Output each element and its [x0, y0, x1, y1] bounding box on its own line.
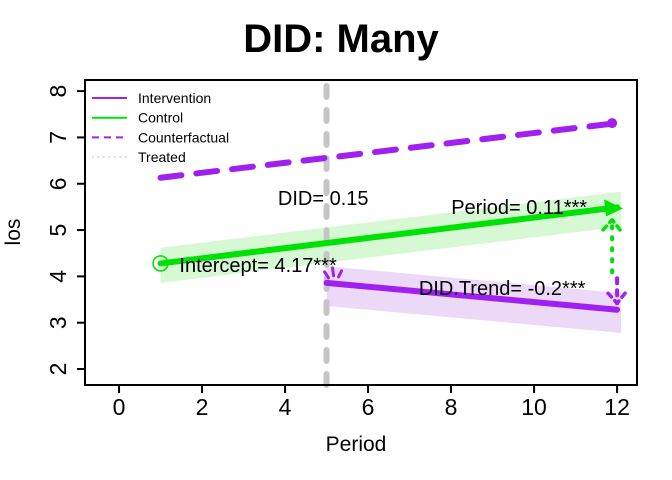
legend-label-treated: Treated [138, 149, 186, 165]
x-axis-label: Period [326, 433, 387, 456]
gap-arrow-head [601, 218, 614, 232]
gap-arrow-head [606, 291, 619, 305]
intercept-marker [152, 255, 169, 272]
annotation-intercept: Intercept= 4.17*** [179, 255, 337, 277]
y-tick-label: 6 [45, 177, 71, 190]
data-lines [152, 118, 624, 313]
y-tick-label: 3 [45, 316, 71, 329]
legend-label-counterfactual: Counterfactual [138, 129, 229, 145]
legend: Intervention Control Counterfactual Treated [92, 90, 229, 165]
intervention-start-burst [337, 269, 344, 279]
y-axis-label: los [2, 219, 25, 246]
x-tick-label: 6 [362, 394, 375, 420]
legend-label-control: Control [138, 110, 183, 126]
y-tick-label: 2 [45, 363, 71, 376]
gap-arrow-head [610, 218, 622, 232]
x-tick-label: 2 [196, 394, 209, 420]
annotation-did: DID= 0.15 [278, 188, 369, 210]
y-tick-label: 5 [45, 224, 71, 237]
intervention-line [323, 279, 621, 313]
plot-box [84, 79, 638, 386]
intervention-start-burst [331, 266, 336, 278]
y-tick-label: 7 [45, 131, 71, 144]
x-tick-label: 8 [445, 394, 458, 420]
axes: 0 2 4 6 8 10 12 2 3 4 5 6 7 8 [45, 79, 638, 420]
control-end-arrowhead [604, 199, 624, 217]
annotation-period: Period= 0.11*** [451, 197, 587, 219]
legend-label-intervention: Intervention [138, 90, 211, 106]
gap-arrows [601, 217, 627, 306]
x-tick-label: 4 [279, 394, 292, 420]
x-tick-label: 12 [604, 394, 630, 420]
intervention-start-burst [323, 270, 331, 280]
x-tick-label: 0 [113, 394, 126, 420]
counterfactual-end-dot [607, 118, 618, 129]
y-tick-label: 4 [45, 270, 71, 283]
annotation-did-trend: DID.Trend= -0.2*** [419, 278, 586, 300]
annotations: DID= 0.15 Period= 0.11*** Intercept= 4.17*… [179, 188, 587, 300]
chart-title: DID: Many [243, 17, 439, 61]
control-line [157, 204, 621, 267]
x-tick-label: 10 [521, 394, 547, 420]
y-tick-label: 8 [45, 85, 71, 98]
gap-arrow-head [615, 291, 627, 305]
intervention-confidence-band [326, 266, 622, 333]
counterfactual-line [157, 120, 621, 181]
